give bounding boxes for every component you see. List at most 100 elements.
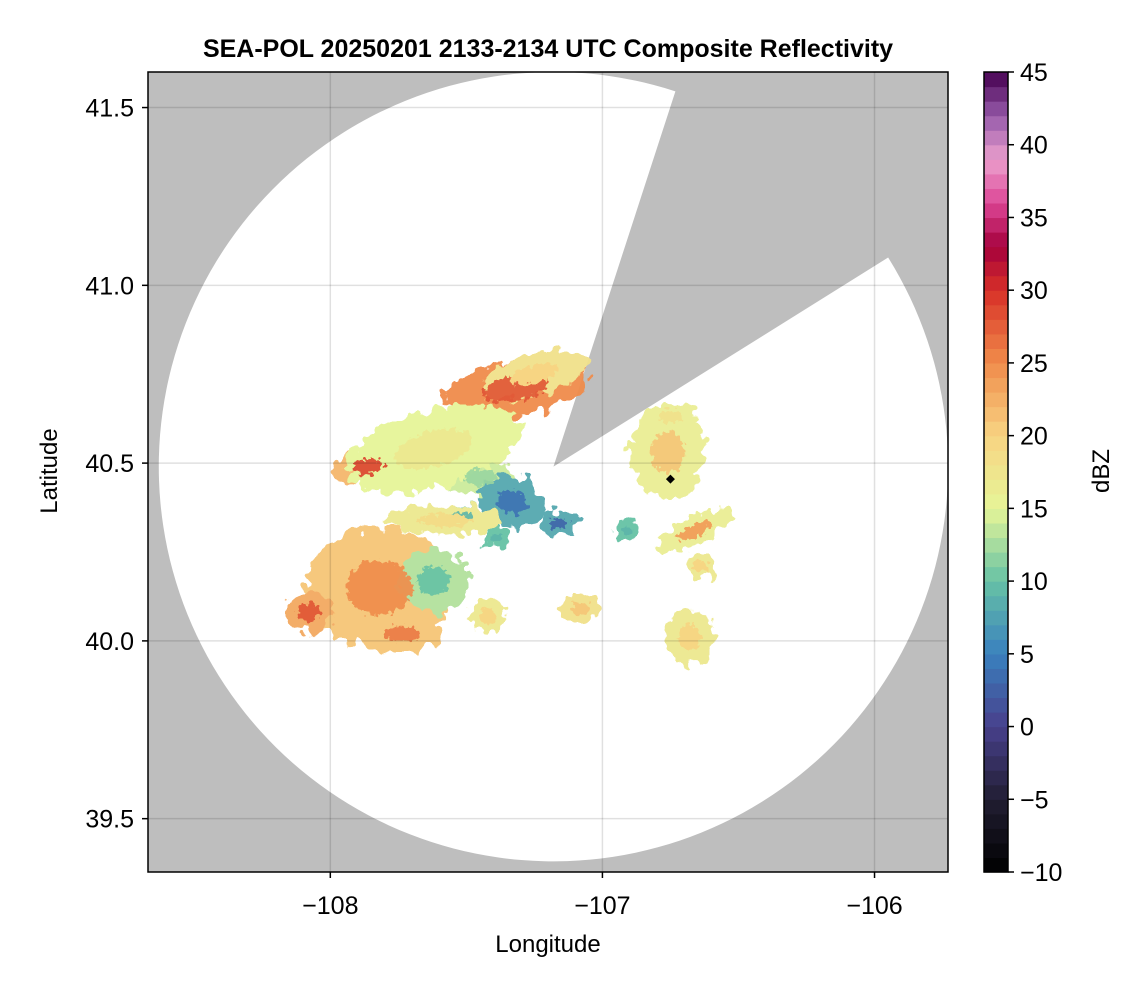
colorbar-segment xyxy=(984,435,1008,451)
reflectivity-echoes xyxy=(284,349,733,666)
colorbar-segment xyxy=(984,362,1008,379)
colorbar-frame xyxy=(983,71,1009,873)
colorbar-segment xyxy=(984,130,1008,146)
y-tick-label: 40.5 xyxy=(85,450,134,478)
colorbar-tick-label: −5 xyxy=(1020,786,1049,814)
colorbar-segment xyxy=(984,799,1008,815)
colorbar-tick-label: 15 xyxy=(1020,495,1048,523)
colorbar-tick-label: 5 xyxy=(1020,641,1034,669)
y-tick-label: 41.0 xyxy=(85,272,134,300)
colorbar-segment xyxy=(984,144,1008,160)
colorbar-segment xyxy=(984,770,1008,786)
radar-site-marker xyxy=(665,474,675,484)
echo-core xyxy=(346,560,413,615)
colorbar-segment xyxy=(984,217,1008,233)
echo-core xyxy=(417,566,450,595)
colorbar-tick-label: 20 xyxy=(1020,423,1048,451)
colorbar: −10 −5 0 5 10 15 20 25 30 35 40 45 xyxy=(983,59,1062,887)
colorbar-segment xyxy=(984,86,1008,102)
colorbar-segment xyxy=(984,261,1008,277)
echo-core xyxy=(678,520,712,541)
colorbar-segment xyxy=(984,159,1008,175)
y-tick-label: 40.0 xyxy=(85,628,134,656)
echo-core xyxy=(479,608,497,624)
colorbar-segment xyxy=(984,653,1008,669)
echo-core xyxy=(496,490,529,514)
x-axis-ticks: −108 −107 −106 xyxy=(302,872,903,920)
colorbar-segment xyxy=(984,552,1008,568)
echo-core xyxy=(382,625,420,642)
colorbar-segment xyxy=(984,813,1008,829)
colorbar-segment xyxy=(984,581,1008,597)
colorbar-segment xyxy=(984,712,1008,728)
echo-core xyxy=(464,469,496,486)
colorbar-tick-label: 45 xyxy=(1020,59,1048,87)
echo-core xyxy=(550,517,568,530)
y-axis-ticks: 39.5 40.0 40.5 41.0 41.5 xyxy=(85,95,148,834)
echo-core xyxy=(417,513,472,527)
echo-cores xyxy=(297,362,712,651)
echo-core xyxy=(490,532,503,543)
colorbar-segment xyxy=(984,232,1008,248)
colorbar-segment xyxy=(984,72,1008,88)
colorbar-segment xyxy=(984,595,1008,611)
grid-lines xyxy=(148,72,948,872)
echo-core xyxy=(352,458,385,475)
colorbar-segment xyxy=(984,493,1008,509)
colorbar-segment xyxy=(984,639,1008,655)
colorbar-segment xyxy=(984,202,1008,219)
colorbar-segment xyxy=(984,101,1008,117)
x-axis-label: Longitude xyxy=(495,931,600,958)
colorbar-tick-label: 40 xyxy=(1020,132,1048,160)
colorbar-tick-label: 0 xyxy=(1020,714,1034,742)
colorbar-segment xyxy=(984,450,1008,466)
colorbar-segment xyxy=(984,682,1008,699)
colorbar-segment xyxy=(984,173,1008,189)
colorbar-segment xyxy=(984,275,1008,291)
echo-core xyxy=(693,560,708,572)
plot-area xyxy=(148,72,948,872)
colorbar-segment xyxy=(984,755,1008,771)
colorbar-label: dBZ xyxy=(1088,449,1115,493)
colorbar-segment xyxy=(984,784,1008,800)
colorbar-segment xyxy=(984,479,1008,495)
chart-title: SEA-POL 20250201 2133-2134 UTC Composite… xyxy=(203,35,893,63)
colorbar-segment xyxy=(984,842,1008,859)
colorbar-tick-label: 35 xyxy=(1020,204,1048,232)
colorbar-segment xyxy=(984,857,1008,873)
y-tick-label: 39.5 xyxy=(85,806,134,834)
colorbar-segment xyxy=(984,115,1008,131)
colorbar-segment xyxy=(984,421,1008,437)
x-tick-label: −107 xyxy=(574,892,630,920)
colorbar-segment xyxy=(984,668,1008,684)
colorbar-tick-label: −10 xyxy=(1020,859,1062,887)
colorbar-segment xyxy=(984,624,1008,640)
colorbar-segment xyxy=(984,246,1008,262)
echo-core xyxy=(650,431,685,474)
echo-core xyxy=(394,428,474,469)
colorbar-segment xyxy=(984,290,1008,306)
colorbar-tick-label: 10 xyxy=(1020,568,1048,596)
colorbar-tick-label: 25 xyxy=(1020,350,1048,378)
radar-coverage-area xyxy=(158,72,948,862)
colorbar-segment xyxy=(984,697,1008,713)
colorbar-segment xyxy=(984,522,1008,539)
x-tick-label: −106 xyxy=(846,892,902,920)
colorbar-segment xyxy=(984,828,1008,844)
colorbar-segment xyxy=(984,610,1008,626)
colorbar-segment xyxy=(984,377,1008,393)
colorbar-segment xyxy=(984,464,1008,480)
colorbar-segment xyxy=(984,392,1008,408)
colorbar-segment xyxy=(984,566,1008,582)
colorbar-segment xyxy=(984,304,1008,320)
echo-core xyxy=(620,525,634,536)
echo-core xyxy=(658,410,683,424)
colorbar-tick-label: 30 xyxy=(1020,277,1048,305)
colorbar-segment xyxy=(984,537,1008,553)
echo-core xyxy=(510,362,559,386)
x-tick-label: −108 xyxy=(302,892,358,920)
colorbar-segment xyxy=(984,726,1008,742)
colorbar-segment xyxy=(984,741,1008,757)
